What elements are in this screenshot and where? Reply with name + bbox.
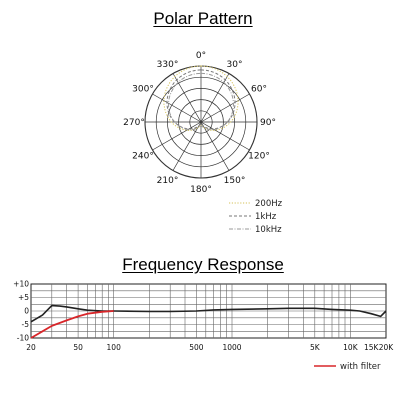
polar-angle-label: 60° [251,85,267,95]
fr-x-tick-label: 10K [343,343,359,352]
fr-y-tick-label: +10 [13,280,29,289]
polar-series-10kHz [167,72,235,131]
fr-x-tick-label: 5K [310,343,321,352]
polar-angle-label: 30° [227,60,243,70]
fr-legend-label: with filter [340,362,381,372]
fr-y-tick-label: +5 [18,293,29,302]
polar-grid-spoke [200,93,250,123]
legend-label-1kHz: 1kHz [255,212,277,222]
fr-y-tick-label: 0 [24,307,29,316]
polar-grid-spoke [200,73,230,123]
polar-angle-label: 210° [157,176,179,186]
polar-angle-label: 330° [157,60,179,70]
polar-legend: 200Hz 1kHz 10kHz [229,199,283,235]
fr-y-tick-label: -5 [22,320,30,329]
polar-angle-label: 270° [123,118,145,128]
polar-angle-label: 150° [224,176,246,186]
fr-x-tick-label: 15K [364,343,380,352]
polar-grid-spoke [152,93,202,123]
polar-grid-spoke [200,121,230,171]
polar-chart: 0° 30° 60° 90° 120° 150° 180° 210° 240° 270° 300° 3… [123,51,276,195]
fr-x-tick-label: 20 [26,343,36,352]
polar-angle-label: 120° [248,152,270,162]
fr-x-tick-label: 20K [379,343,395,352]
fr-x-tick-label: 50 [73,343,83,352]
legend-label-200Hz: 200Hz [255,199,283,209]
polar-angle-label: 0° [196,51,206,61]
fr-series-with-filter [30,310,114,339]
frequency-response-title: Frequency Response [122,255,284,274]
fr-x-tick-label: 500 [189,343,204,352]
polar-grid-spoke [172,121,202,171]
fr-x-tick-label: 100 [107,343,122,352]
polar-angle-label: 90° [260,118,276,128]
polar-series-1kHz [166,69,236,130]
polar-angle-label: 300° [132,85,154,95]
polar-pattern-title: Polar Pattern [153,9,253,28]
fr-legend: with filter [314,362,381,372]
fr-x-tick-label: 1000 [222,343,241,352]
fr-y-tick-label: -10 [17,334,29,343]
legend-label-10kHz: 10kHz [255,225,282,235]
polar-angle-label: 240° [132,152,154,162]
fr-series-response [30,304,387,323]
polar-grid-spoke [200,121,250,151]
polar-grid-spoke [172,73,202,123]
polar-grid-spoke [152,121,202,151]
polar-angle-label: 180° [190,185,212,195]
